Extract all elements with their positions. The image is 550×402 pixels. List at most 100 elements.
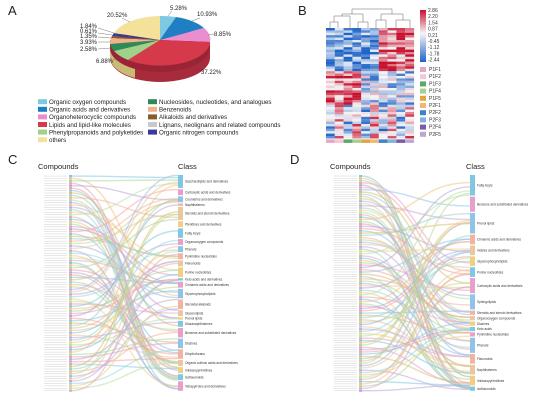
heatmap-cell [343, 131, 353, 134]
heatmap-cell [343, 136, 353, 139]
heatmap-cell [387, 97, 397, 101]
heatmap-cell [352, 52, 362, 55]
sankey-compound-node [69, 264, 72, 267]
heatmap-cell [343, 124, 353, 127]
heatmap-cell [405, 59, 415, 62]
legend-swatch [38, 122, 47, 127]
heatmap-cell [405, 92, 415, 96]
heatmap-cell [370, 95, 379, 98]
sankey-compound-node [69, 355, 72, 359]
heatmap-cell [326, 59, 335, 62]
heatmap-cell [343, 35, 353, 38]
sankey-link [361, 327, 471, 374]
sankey-class-node [470, 256, 475, 267]
sankey-compound-node [69, 312, 72, 315]
pie-slice-others [114, 16, 160, 40]
sankey-compound-node [359, 309, 362, 312]
heatmap-cell [343, 80, 353, 84]
sankey-compound-node [69, 242, 72, 245]
heatmap-cell [405, 56, 415, 60]
heatmap-cell [387, 40, 397, 43]
sankey-compound-node [359, 232, 362, 235]
sankey-class-label: Benzene and substituted derivatives [477, 202, 529, 206]
sankey-c-left-header: Compounds [38, 162, 79, 171]
heatmap-cell [387, 121, 397, 125]
heatmap-cell [326, 54, 335, 57]
heatmap-cell [352, 59, 362, 62]
heatmap-cell [326, 85, 335, 89]
sankey-link [71, 218, 179, 269]
sankey-compound-node [359, 261, 362, 264]
sankey-class-label: Glycerophospholipids [477, 259, 508, 263]
sankey-link [71, 342, 179, 358]
heatmap-cell [396, 71, 406, 74]
heatmap-cell [326, 126, 335, 129]
sankey-class-node [178, 246, 183, 253]
sankey-class-label: Diazanaphthalenes [185, 322, 213, 326]
heatmap-cell [352, 80, 362, 84]
heatmap-cell [352, 44, 362, 48]
sankey-compound-node [359, 289, 362, 292]
sankey-compound-node [69, 387, 72, 390]
heatmap-cell [334, 116, 344, 120]
sankey-link [361, 339, 471, 374]
sankey-compound-node [69, 266, 72, 269]
heatmap-cell [387, 119, 397, 122]
heatmap-cell [352, 30, 362, 33]
heatmap-cell [370, 71, 379, 74]
panel-letter-b: B [298, 3, 307, 18]
heatmap-cell [361, 116, 371, 120]
heatmap-cell [387, 54, 397, 57]
heatmap-cell [405, 83, 415, 86]
sankey-link [361, 241, 471, 297]
heatmap-cell [334, 90, 344, 93]
sankey-link [71, 331, 179, 373]
scale-label: -0.45 [428, 39, 440, 45]
heatmap-cell [396, 68, 406, 72]
heatmap-cell [343, 114, 353, 117]
heatmap-cell [352, 116, 362, 120]
legend-swatch [38, 137, 47, 143]
heatmap-cell [361, 78, 371, 81]
heatmap-cell [396, 52, 406, 55]
heatmap-cell [405, 126, 415, 129]
sankey-link [71, 204, 179, 317]
heatmap-cell [361, 68, 371, 72]
sankey-compound-node [359, 202, 362, 205]
heatmap-cell [352, 32, 362, 36]
sankey-link [71, 174, 179, 291]
heatmap-cell [396, 121, 406, 125]
heatmap-cell [343, 44, 353, 48]
group-bar-cell [370, 139, 379, 143]
sankey-class-label: Imidazopyrimidines [477, 379, 505, 383]
pie-legend: Organic oxygen compounds Nucleosides, nuc… [38, 99, 280, 144]
heatmap-cell [378, 88, 388, 91]
heatmap-cell [370, 136, 379, 139]
heatmap-cell [334, 73, 344, 77]
heatmap-cell [326, 44, 335, 48]
heatmap-cell [387, 104, 397, 108]
sankey-class-node [178, 374, 183, 381]
sankey-compound-node [359, 200, 362, 203]
sankey-compound-node [69, 334, 72, 337]
heatmap-cell [334, 133, 344, 137]
heatmap-cell [370, 119, 379, 122]
pct-label: 8.85% [214, 32, 232, 38]
legend-label: Lipids and lipid-like molecules [49, 122, 131, 129]
heatmap-cell [396, 73, 406, 77]
legend-label: Phenylpropanoids and polyketides [49, 129, 143, 136]
heatmap-cell [405, 112, 415, 115]
heatmap-cell [396, 133, 406, 137]
heatmap-cell [396, 37, 406, 41]
sankey-compound-node [359, 236, 362, 239]
sankey-compound-node [359, 321, 362, 324]
heatmap-cell [343, 116, 353, 120]
sankey-compound-node [69, 228, 72, 231]
heatmap-cell [361, 131, 371, 134]
legend-swatch [38, 99, 47, 105]
legend-label: Benzenoids [159, 107, 191, 114]
heatmap-cell [352, 109, 362, 113]
heatmap-cell [361, 92, 371, 96]
heatmap-cell [370, 90, 379, 93]
sankey-compound-node [359, 197, 362, 200]
